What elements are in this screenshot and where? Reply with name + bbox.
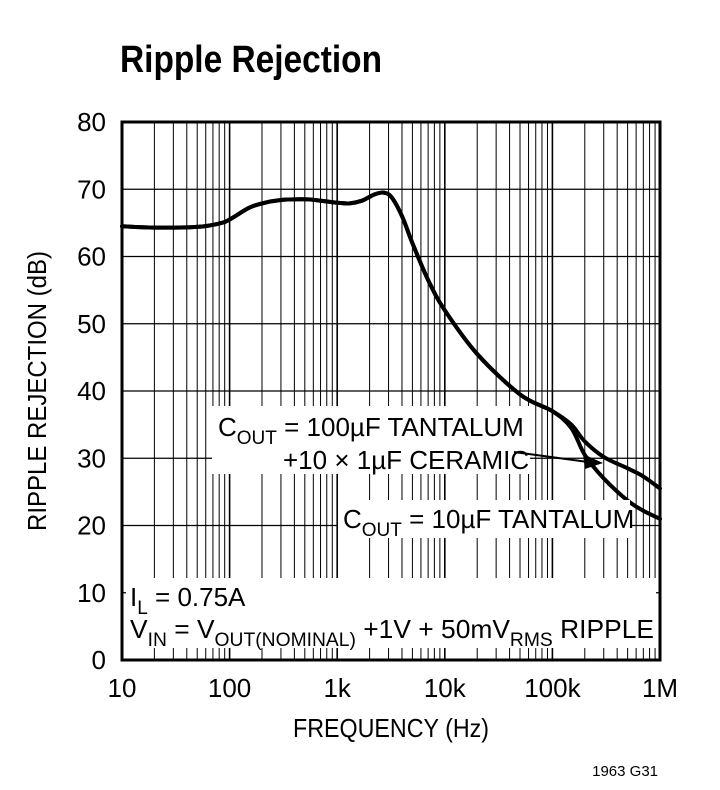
- x-tick-label: 100k: [524, 673, 581, 703]
- y-tick-label: 20: [77, 511, 106, 541]
- leader-arrow-100uf: [513, 451, 603, 469]
- label-10uf-sub: OUT: [362, 520, 403, 541]
- label-10uf: COUT = 10µF TANTALUM: [343, 504, 634, 541]
- plot-frame: [120, 120, 662, 662]
- label-bg-100uf: [212, 406, 530, 474]
- series-line-2: [120, 190, 662, 521]
- cond-vin-s2: OUT(NOMINAL): [215, 630, 356, 651]
- y-axis-label: RIPPLE REJECTION (dB): [22, 251, 52, 531]
- cond-vin-s3: RMS: [510, 630, 553, 651]
- x-axis-label: FREQUENCY (Hz): [293, 713, 489, 743]
- y-tick-label: 10: [77, 578, 106, 608]
- cond-il-suffix: = 0.75A: [148, 582, 246, 612]
- cond-il-sub: L: [137, 598, 148, 619]
- label-10uf-suffix: = 10µF TANTALUM: [402, 504, 634, 534]
- x-tick-label: 10k: [424, 673, 467, 703]
- y-tick-label: 80: [77, 107, 106, 137]
- x-tick-label: 100: [208, 673, 251, 703]
- label-100uf-sub: OUT: [237, 428, 278, 449]
- label-bg-10uf: [338, 500, 630, 538]
- label-100uf-prefix: C: [218, 412, 237, 442]
- label-10uf-prefix: C: [343, 504, 362, 534]
- y-tick-label: 60: [77, 242, 106, 272]
- condition-vin: VIN = VOUT(NOMINAL) +1V + 50mV RMS RIPPLE: [130, 614, 654, 651]
- x-tick-label: 10: [108, 673, 137, 703]
- cond-vin-p4: RIPPLE: [553, 614, 654, 644]
- y-tick-labels: 0 10 20 30 40 50 60 70 80: [77, 107, 106, 675]
- x-tick-label: 1M: [642, 673, 678, 703]
- y-tick-label: 0: [92, 645, 106, 675]
- x-tick-label: 1k: [323, 673, 351, 703]
- series-lines: [120, 190, 662, 521]
- cond-vin-s1: IN: [148, 630, 167, 651]
- cond-vin-p1: V: [130, 614, 148, 644]
- y-tick-label: 30: [77, 443, 106, 473]
- chart-title: Ripple Rejection: [120, 39, 382, 81]
- cond-vin-p3: +1V + 50mV: [356, 614, 511, 644]
- label-100uf-line1: COUT = 100µF TANTALUM: [218, 412, 524, 449]
- cond-il-prefix: I: [130, 582, 137, 612]
- y-tick-label: 40: [77, 376, 106, 406]
- cond-vin-p2: = V: [167, 614, 215, 644]
- x-tick-labels: 10 100 1k 10k 100k 1M: [108, 673, 679, 703]
- y-tick-label: 70: [77, 174, 106, 204]
- conditions-bg: [126, 578, 656, 648]
- condition-il: IL = 0.75A: [130, 582, 246, 619]
- label-100uf-suffix: = 100µF TANTALUM: [277, 412, 524, 442]
- y-tick-label: 50: [77, 309, 106, 339]
- figure-code: 1963 G31: [592, 763, 658, 780]
- label-100uf-line2: +10 × 1µF CERAMIC: [283, 445, 529, 475]
